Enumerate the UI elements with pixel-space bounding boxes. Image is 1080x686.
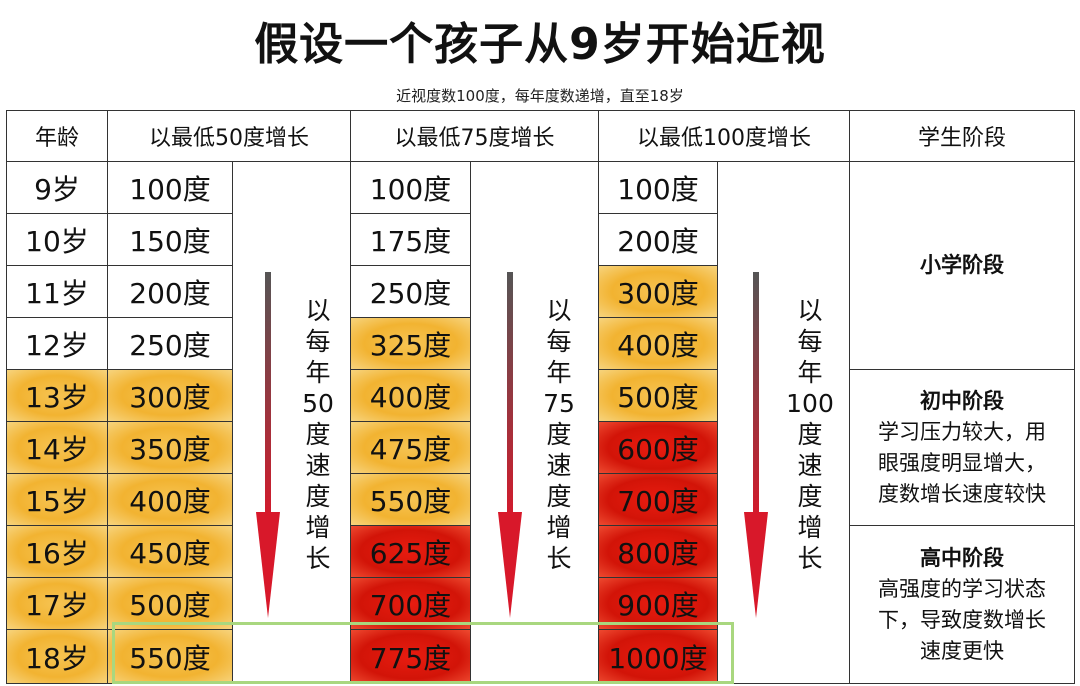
age-cell: 12岁 — [6, 317, 108, 370]
value-50-cell: 450度 — [107, 525, 233, 578]
value-75-cell: 400度 — [350, 369, 471, 422]
value-100-cell: 400度 — [598, 317, 718, 370]
stage-high-title: 高中阶段 — [920, 545, 1004, 570]
stage-middle: 初中阶段 学习压力较大，用 眼强度明显增大， 度数增长速度较快 — [849, 369, 1075, 526]
value-75-cell: 250度 — [350, 265, 471, 318]
down-arrow-100 — [744, 272, 768, 618]
value-50-cell: 150度 — [107, 213, 233, 266]
value-50-cell: 400度 — [107, 473, 233, 526]
value-75-cell: 550度 — [350, 473, 471, 526]
header-stage: 学生阶段 — [849, 110, 1075, 162]
stage-middle-line: 学习压力较大，用 — [878, 419, 1046, 444]
age-cell: 10岁 — [6, 213, 108, 266]
down-arrow-50 — [256, 272, 280, 618]
stage-high-line: 高强度的学习状态 — [878, 576, 1046, 601]
stage-primary-title: 小学阶段 — [920, 253, 1004, 277]
stage-high-line: 速度更快 — [920, 638, 1004, 663]
value-100-cell: 800度 — [598, 525, 718, 578]
age-cell: 17岁 — [6, 577, 108, 630]
value-75-cell: 100度 — [350, 161, 471, 214]
age-cell: 13岁 — [6, 369, 108, 422]
age-cell: 16岁 — [6, 525, 108, 578]
value-75-cell: 700度 — [350, 577, 471, 630]
header-age: 年龄 — [6, 110, 108, 162]
value-50-cell: 200度 — [107, 265, 233, 318]
value-75-cell: 475度 — [350, 421, 471, 474]
rate-label-75: 以每年 75 度速度增长 — [543, 296, 575, 573]
stage-high-line: 下，导致度数增长 — [878, 607, 1046, 632]
stage-middle-line: 眼强度明显增大， — [878, 450, 1046, 475]
arrow-column-100 — [717, 161, 850, 684]
age-cell: 9岁 — [6, 161, 108, 214]
value-100-cell: 500度 — [598, 369, 718, 422]
value-50-cell: 550度 — [107, 629, 233, 684]
header-rate-75: 以最低75度增长 — [350, 110, 599, 162]
stage-high: 高中阶段 高强度的学习状态 下，导致度数增长 速度更快 — [849, 525, 1075, 684]
age-cell: 11岁 — [6, 265, 108, 318]
value-75-cell: 625度 — [350, 525, 471, 578]
header-rate-50: 以最低50度增长 — [107, 110, 351, 162]
value-50-cell: 250度 — [107, 317, 233, 370]
value-50-cell: 350度 — [107, 421, 233, 474]
value-75-cell: 325度 — [350, 317, 471, 370]
stage-primary: 小学阶段 — [849, 161, 1075, 370]
page-subtitle: 近视度数100度，每年度数递增，直至18岁 — [396, 86, 684, 105]
rate-label-100: 以每年 100 度速度增长 — [786, 296, 834, 573]
stage-middle-title: 初中阶段 — [920, 388, 1004, 413]
value-100-cell: 300度 — [598, 265, 718, 318]
value-100-cell: 200度 — [598, 213, 718, 266]
age-cell: 15岁 — [6, 473, 108, 526]
page-title: 假设一个孩子从9岁开始近视 — [254, 19, 826, 70]
header-rate-100: 以最低100度增长 — [598, 110, 850, 162]
age-cell: 18岁 — [6, 629, 108, 684]
arrow-column-50 — [232, 161, 351, 684]
value-75-cell: 175度 — [350, 213, 471, 266]
value-100-cell: 600度 — [598, 421, 718, 474]
down-arrow-75 — [498, 272, 522, 618]
value-100-cell: 700度 — [598, 473, 718, 526]
value-75-cell: 775度 — [350, 629, 471, 684]
value-50-cell: 500度 — [107, 577, 233, 630]
value-100-cell: 100度 — [598, 161, 718, 214]
value-50-cell: 100度 — [107, 161, 233, 214]
arrow-column-75 — [470, 161, 599, 684]
value-100-cell: 1000度 — [598, 629, 718, 684]
rate-label-50: 以每年 50 度速度增长 — [302, 296, 334, 573]
value-100-cell: 900度 — [598, 577, 718, 630]
value-50-cell: 300度 — [107, 369, 233, 422]
stage-middle-line: 度数增长速度较快 — [878, 481, 1046, 506]
age-cell: 14岁 — [6, 421, 108, 474]
